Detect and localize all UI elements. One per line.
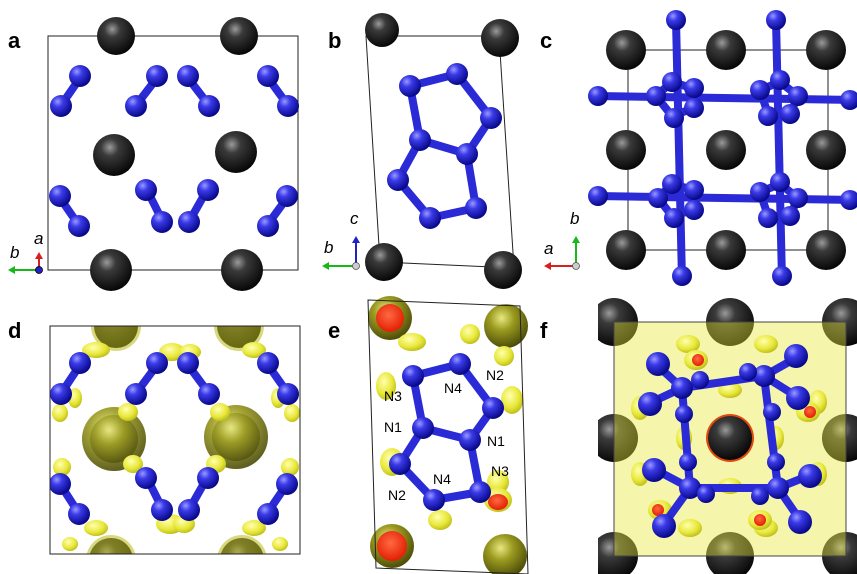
atom-label: N2 [486,367,504,383]
red-spots-f [652,354,816,526]
atom-label: N4 [444,380,462,396]
panel-label-a: a [8,28,21,53]
panel-label-d: d [8,318,21,343]
atom-label: N3 [384,388,402,404]
high-density-spot [488,494,508,510]
axis-label-vertical: c [350,209,359,228]
panel-f-structure [598,298,857,574]
nitrogen-atoms-f [638,344,822,538]
unit-cell-a [47,35,299,271]
axis-label-horizontal: a [544,239,553,258]
metal-atom [97,17,135,55]
metal-atom [365,13,399,47]
panel-label-b: b [328,28,341,53]
panel-d-structure [49,325,301,555]
axis-triad-a: b a [8,229,43,274]
metal-atom [484,251,522,289]
yellow-lobes-d [52,342,300,551]
panel-label-e: e [328,318,340,343]
panel-e-structure: N3 N4 N2 N1 N1 N2 N4 N3 [367,296,529,574]
axis-label-horizontal: b [324,238,333,257]
unit-cell-d [49,325,301,555]
unit-cell-b [365,35,515,269]
axis-triad-c: a b [544,209,580,270]
panel-b-structure: b c [322,13,522,289]
unit-cell-e [367,299,529,574]
metal-atom [221,249,263,291]
axis-label-horizontal: b [10,243,19,262]
metal-atom [481,19,519,57]
panel-label-c: c [540,28,552,53]
axis-label-vertical: b [570,209,579,228]
metal-atom [220,17,258,55]
metal-atom [365,243,403,281]
axis-triad-b: b c [322,209,360,270]
atom-label: N4 [433,471,451,487]
atom-label: N3 [491,463,509,479]
metal-atom [90,249,132,291]
yellow-lobes-e [376,324,523,530]
metal-atom [215,131,257,173]
nitrogen-atoms-c [588,10,857,286]
atom-label: N1 [487,433,505,449]
metal-atoms-e [368,296,528,574]
nitrogen-atoms-d [50,352,299,525]
metal-atoms-c [606,30,846,270]
atom-label: N2 [388,487,406,503]
atom-labels-e: N3 N4 N2 N1 N1 N2 N4 N3 [384,367,509,503]
nitrogen-atoms-b [387,63,502,229]
unit-cell-f [613,321,847,557]
nitrogen-atoms-a [49,65,299,237]
panel-a-structure: b a [8,17,299,291]
metal-atom [708,416,752,460]
metal-atom [93,134,135,176]
isosurface-d [82,326,268,554]
panel-c-structure [588,10,857,286]
nitrogen-atoms-e [389,353,504,511]
panel-label-f: f [540,318,548,343]
atom-label: N1 [384,419,402,435]
axis-label-vertical: a [34,229,43,248]
